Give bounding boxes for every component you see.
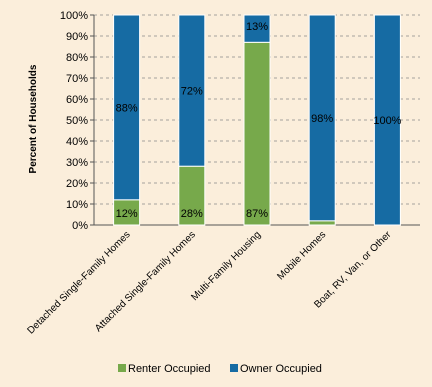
bars	[113, 14, 401, 226]
bar-owner	[308, 14, 336, 222]
bar-owner	[113, 14, 141, 201]
bar-owner	[243, 14, 271, 43]
legend: Renter Occupied Owner Occupied	[118, 363, 322, 375]
bar-renter	[308, 220, 336, 226]
data-label: 98%	[311, 113, 333, 125]
data-label: 28%	[181, 208, 203, 220]
y-tick-label: 50%	[66, 115, 88, 127]
data-label: 100%	[373, 115, 401, 127]
y-tick-label: 40%	[66, 136, 88, 148]
y-tick-label: 80%	[66, 52, 88, 64]
data-labels: 12% 88% 28% 72% 87% 13% 98% 100%	[116, 21, 402, 220]
y-tick-label: 90%	[66, 31, 88, 43]
legend-label-owner: Owner Occupied	[240, 363, 322, 375]
y-tick-label: 70%	[66, 73, 88, 85]
bar-owner	[373, 14, 401, 226]
data-label: 88%	[116, 102, 138, 114]
bar-renter	[243, 41, 271, 226]
x-category-label: Mobile Homes	[275, 229, 328, 282]
y-tick-label: 30%	[66, 157, 88, 169]
bar-owner	[178, 14, 206, 167]
y-tick-label: 0%	[72, 220, 88, 232]
legend-label-renter: Renter Occupied	[128, 363, 211, 375]
y-tick-label: 20%	[66, 178, 88, 190]
y-axis-title: Percent of Households	[28, 64, 39, 173]
y-tick-label: 10%	[66, 199, 88, 211]
x-category-label: Multi-Family Housing	[189, 229, 263, 303]
data-label: 12%	[116, 208, 138, 220]
x-category-label: Detached Single-Family Homes	[26, 229, 133, 336]
bar-renter	[178, 165, 206, 226]
data-label: 13%	[246, 21, 268, 33]
data-label: 87%	[246, 208, 268, 220]
x-category-label: Boat, RV, Van, or Other	[312, 229, 394, 311]
legend-swatch-renter	[118, 364, 126, 372]
legend-swatch-owner	[230, 364, 238, 372]
data-label: 72%	[181, 86, 203, 98]
y-tick-label: 100%	[60, 10, 88, 22]
y-tick-label: 60%	[66, 94, 88, 106]
